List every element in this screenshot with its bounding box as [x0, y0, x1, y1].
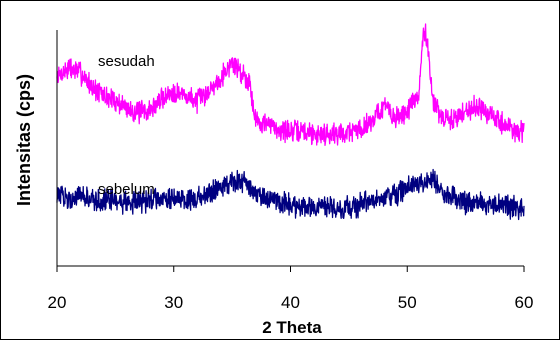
x-tick-label-30: 30: [164, 293, 183, 312]
x-axis-title: 2 Theta: [262, 318, 322, 337]
series-label-sesudah: sesudah: [98, 53, 155, 70]
series-layer: [56, 23, 525, 221]
x-tick-label-60: 60: [515, 293, 534, 312]
x-tick-label-20: 20: [48, 293, 67, 312]
series-line-sebelum: [56, 168, 525, 221]
x-tick-layer: 20 30 40 50 60: [48, 266, 534, 312]
x-tick-label-50: 50: [398, 293, 417, 312]
series-line-sesudah: [56, 23, 525, 147]
x-tick-label-40: 40: [281, 293, 300, 312]
y-axis-title: Intensitas (cps): [14, 74, 34, 206]
series-label-sebelum: sebelum: [98, 181, 155, 198]
